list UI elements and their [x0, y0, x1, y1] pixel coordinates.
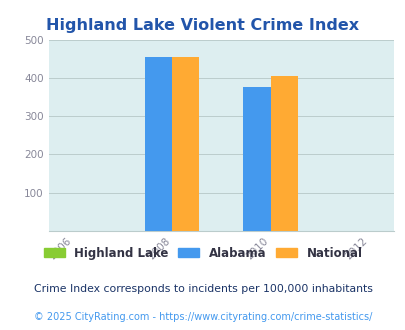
Bar: [270, 76, 297, 231]
Text: Crime Index corresponds to incidents per 100,000 inhabitants: Crime Index corresponds to incidents per…: [34, 284, 371, 294]
Bar: [145, 57, 172, 231]
Bar: [243, 87, 270, 231]
Text: © 2025 CityRating.com - https://www.cityrating.com/crime-statistics/: © 2025 CityRating.com - https://www.city…: [34, 312, 371, 322]
Text: Highland Lake Violent Crime Index: Highland Lake Violent Crime Index: [46, 18, 359, 33]
Bar: [172, 57, 198, 231]
Legend: Highland Lake, Alabama, National: Highland Lake, Alabama, National: [39, 242, 366, 264]
